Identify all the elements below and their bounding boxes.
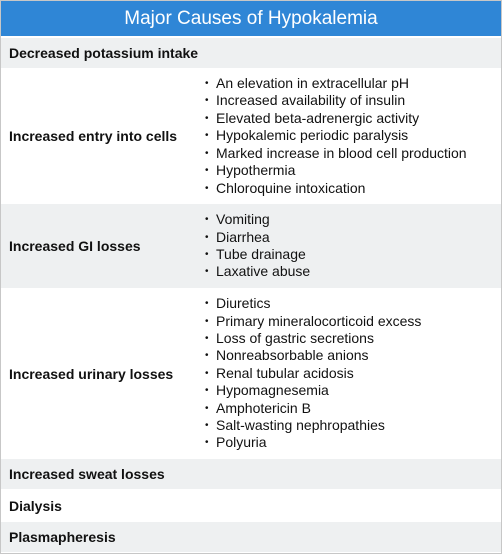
row-cause-label: Increased GI losses — [9, 238, 141, 254]
list-item: Hypothermia — [201, 162, 501, 180]
table-row-decreased-intake: Decreased potassium intake — [1, 37, 501, 68]
list-item: Polyuria — [201, 434, 501, 452]
list-item: Nonreabsorbable anions — [201, 347, 501, 365]
row-cause-label: Increased urinary losses — [9, 365, 174, 382]
cause-item-list: Diuretics Primary mineralocorticoid exce… — [201, 295, 501, 452]
table-title: Major Causes of Hypokalemia — [1, 1, 501, 37]
list-item: Renal tubular acidosis — [201, 365, 501, 383]
table-row-plasmapheresis: Plasmapheresis — [1, 521, 501, 552]
row-cause-label: Increased entry into cells — [9, 128, 178, 144]
table-row-dialysis: Dialysis — [1, 489, 501, 521]
row-cause-label: Decreased potassium intake — [9, 45, 199, 61]
list-item: Diarrhea — [201, 229, 501, 247]
list-item: An elevation in extracellular pH — [201, 75, 501, 93]
list-item: Primary mineralocorticoid excess — [201, 313, 501, 331]
list-item: Elevated beta-adrenergic activity — [201, 110, 501, 128]
list-item: Vomiting — [201, 211, 501, 229]
row-cause-label: Dialysis — [9, 497, 62, 514]
cause-item-list: Vomiting Diarrhea Tube drainage Laxative… — [201, 211, 501, 281]
table-row-entry-into-cells: Increased entry into cells An elevation … — [1, 68, 501, 203]
row-cause-label: Increased sweat losses — [9, 466, 165, 482]
row-cause-label: Plasmapheresis — [9, 529, 116, 545]
list-item: Chloroquine intoxication — [201, 180, 501, 198]
list-item: Tube drainage — [201, 246, 501, 264]
list-item: Salt-wasting nephropathies — [201, 417, 501, 435]
table-row-urinary-losses: Increased urinary losses Diuretics Prima… — [1, 288, 501, 458]
list-item: Increased availability of insulin — [201, 92, 501, 110]
table-row-sweat-losses: Increased sweat losses — [1, 458, 501, 489]
list-item: Amphotericin B — [201, 400, 501, 418]
list-item: Diuretics — [201, 295, 501, 313]
list-item: Hypokalemic periodic paralysis — [201, 127, 501, 145]
table-row-gi-losses: Increased GI losses Vomiting Diarrhea Tu… — [1, 203, 501, 288]
cause-item-list: An elevation in extracellular pH Increas… — [201, 75, 501, 197]
list-item: Laxative abuse — [201, 263, 501, 281]
list-item: Hypomagnesemia — [201, 382, 501, 400]
list-item: Loss of gastric secretions — [201, 330, 501, 348]
list-item: Marked increase in blood cell production — [201, 145, 501, 163]
